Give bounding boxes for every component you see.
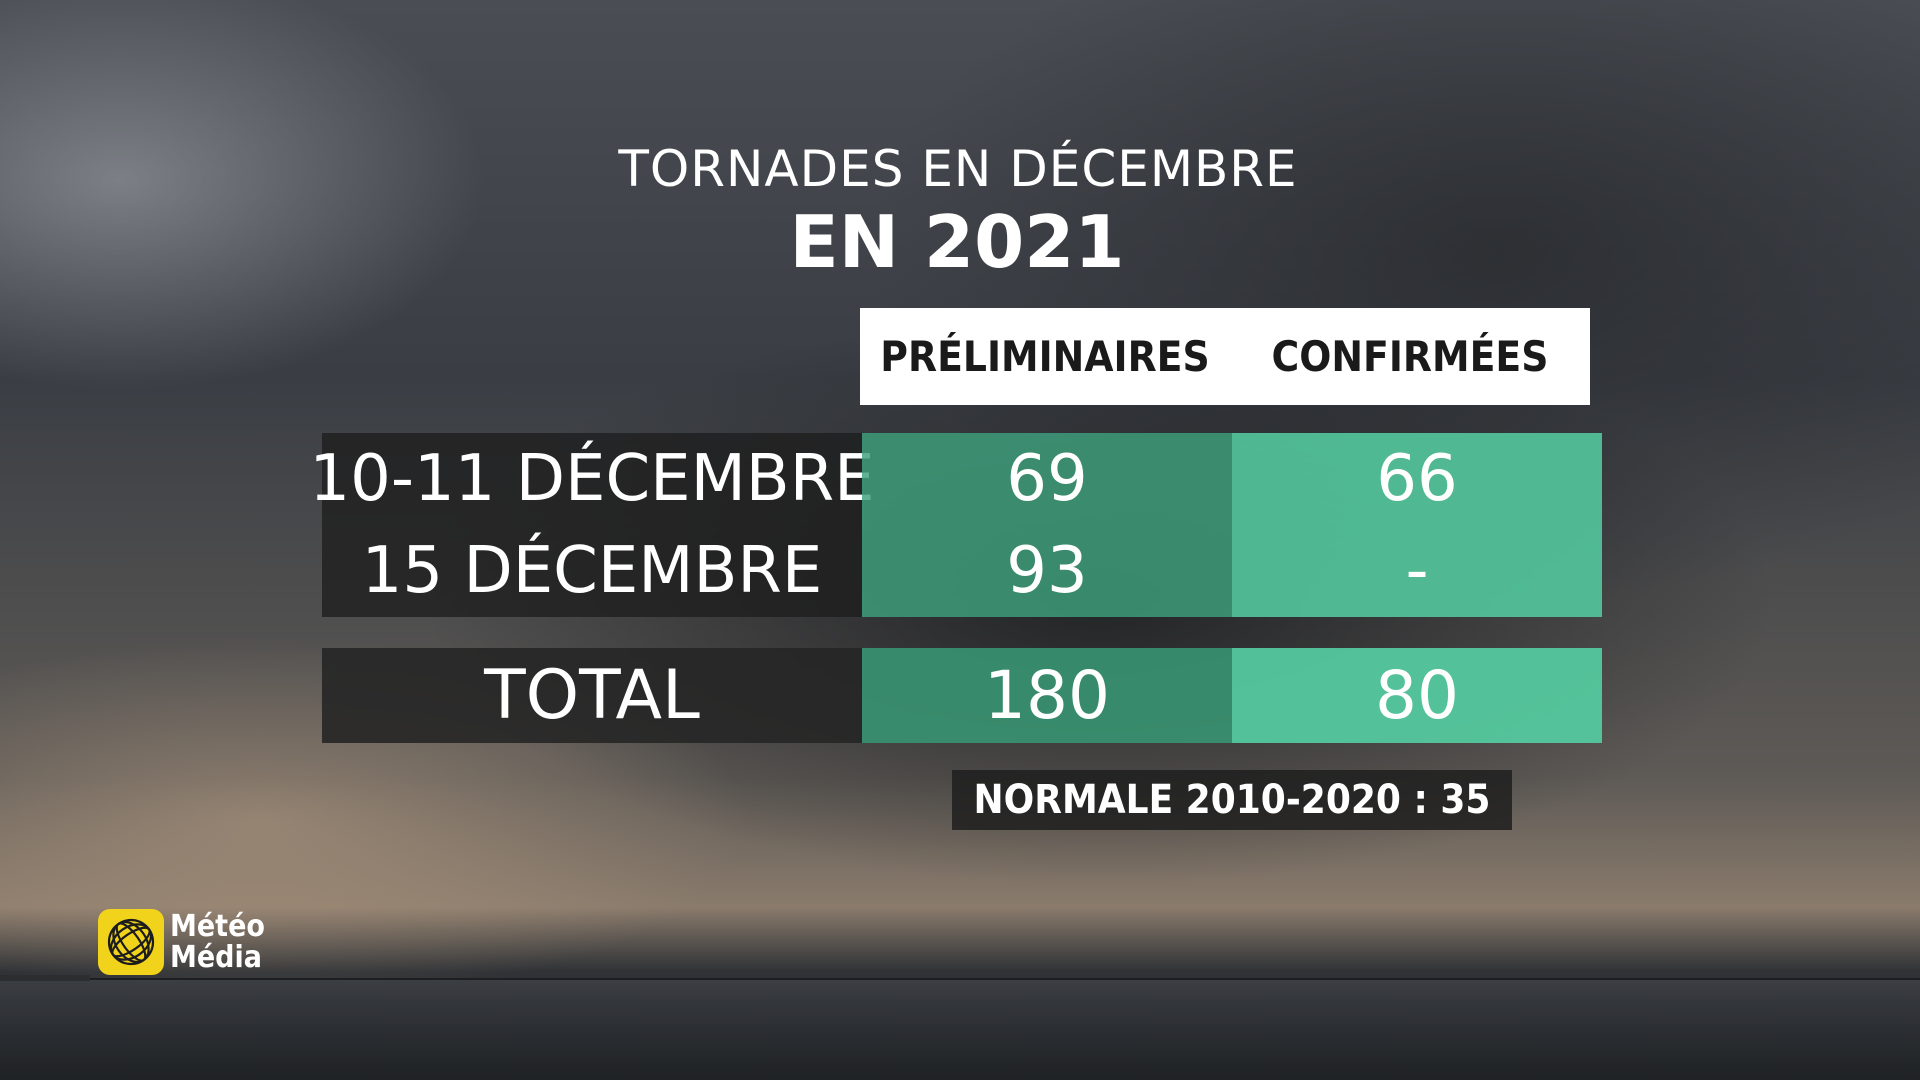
total-label: TOTAL xyxy=(322,648,862,743)
table-header: PRÉLIMINAIRES CONFIRMÉES xyxy=(860,308,1590,405)
title-line-1: TORNADES EN DÉCEMBRE xyxy=(618,140,1298,198)
logo-line-1: Météo xyxy=(170,909,265,944)
row-label: 10-11 DÉCEMBRE xyxy=(309,433,875,525)
header-confirmees: CONFIRMÉES xyxy=(1271,332,1549,381)
confirmees-value: - xyxy=(1232,525,1602,617)
table-row: 10-11 DÉCEMBRE 69 66 xyxy=(309,433,1602,525)
total-preliminaires-value: 180 xyxy=(862,648,1232,743)
logo-wordmark: Météo Média xyxy=(170,911,265,973)
normale-note: NORMALE 2010-2020 : 35 xyxy=(952,770,1512,830)
title-line-2: EN 2021 xyxy=(789,200,1125,284)
pier xyxy=(0,975,90,981)
table-row: 15 DÉCEMBRE 93 - xyxy=(322,525,1602,617)
logo-line-2: Média xyxy=(170,940,262,975)
preliminaires-value: 69 xyxy=(862,433,1232,525)
total-confirmees-value: 80 xyxy=(1232,648,1602,743)
horizon-line xyxy=(0,978,1920,981)
row-label: 15 DÉCEMBRE xyxy=(322,525,862,617)
meteomedia-logo: Météo Média xyxy=(98,907,265,977)
header-preliminaires: PRÉLIMINAIRES xyxy=(880,332,1210,381)
globe-icon xyxy=(98,909,164,975)
sea xyxy=(0,980,1920,1080)
confirmees-value: 66 xyxy=(1232,433,1602,525)
preliminaires-value: 93 xyxy=(862,525,1232,617)
total-row: TOTAL 180 80 xyxy=(322,648,1602,743)
